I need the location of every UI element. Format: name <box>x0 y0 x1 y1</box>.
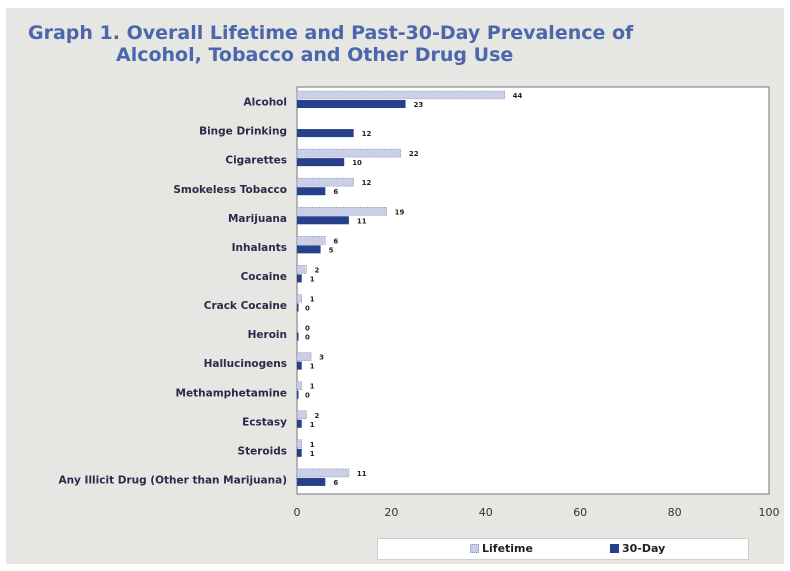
value-label-30-day-heroin: 0 <box>305 334 310 342</box>
value-label-lifetime-methamphetamine: 1 <box>310 383 315 391</box>
bar-30-day-steroids <box>297 448 302 457</box>
category-label-cigarettes: Cigarettes <box>225 155 287 167</box>
value-label-30-day-smokeless-tobacco: 6 <box>333 188 338 196</box>
value-label-30-day-marijuana: 11 <box>357 217 367 225</box>
bar-30-day-hallucinogens <box>297 361 302 370</box>
category-label-ecstasy: Ecstasy <box>242 416 287 428</box>
category-label-alcohol: Alcohol <box>244 97 287 109</box>
value-label-30-day-cigarettes: 10 <box>352 159 362 167</box>
bar-30-day-any-illicit-drug-other-than-marijuana <box>297 477 326 486</box>
x-tick-label-20: 20 <box>384 506 398 519</box>
bar-30-day-inhalants <box>297 245 321 254</box>
chart-title-line-2: Alcohol, Tobacco and Other Drug Use <box>116 44 514 66</box>
category-label-cocaine: Cocaine <box>241 271 287 283</box>
value-label-lifetime-steroids: 1 <box>310 441 315 449</box>
bar-30-day-cigarettes <box>297 158 345 167</box>
value-label-lifetime-marijuana: 19 <box>395 208 405 216</box>
bar-30-day-binge-drinking <box>297 129 354 138</box>
bar-lifetime-ecstasy <box>296 410 307 420</box>
chart-legend: Lifetime 30-Day <box>377 538 749 560</box>
legend-label-lifetime: Lifetime <box>482 542 533 555</box>
bar-30-day-cocaine <box>297 274 302 283</box>
bar-lifetime-any-illicit-drug-other-than-marijuana <box>296 468 350 478</box>
bar-lifetime-inhalants <box>296 236 326 245</box>
category-label-smokeless-tobacco: Smokeless Tobacco <box>173 184 287 196</box>
x-tick-label-80: 80 <box>668 506 682 519</box>
value-label-30-day-any-illicit-drug-other-than-marijuana: 6 <box>333 479 338 487</box>
value-label-lifetime-alcohol: 44 <box>513 92 523 100</box>
legend-label-30-day: 30-Day <box>622 542 666 555</box>
bar-lifetime-alcohol <box>296 90 505 100</box>
x-tick-label-40: 40 <box>479 506 493 519</box>
value-label-30-day-hallucinogens: 1 <box>310 363 315 371</box>
value-label-lifetime-cocaine: 2 <box>314 266 319 274</box>
value-label-lifetime-any-illicit-drug-other-than-marijuana: 11 <box>357 470 367 478</box>
bar-30-day-heroin <box>297 332 299 341</box>
bar-lifetime-smokeless-tobacco <box>296 177 354 187</box>
x-tick-label-0: 0 <box>294 506 301 519</box>
category-label-steroids: Steroids <box>238 445 287 457</box>
category-label-binge-drinking: Binge Drinking <box>199 126 287 138</box>
bar-lifetime-marijuana <box>296 206 387 216</box>
value-label-30-day-crack-cocaine: 0 <box>305 305 310 313</box>
bar-30-day-methamphetamine <box>297 390 299 399</box>
value-label-30-day-binge-drinking: 12 <box>362 130 372 138</box>
bar-lifetime-methamphetamine <box>296 381 303 391</box>
category-label-hallucinogens: Hallucinogens <box>204 358 287 370</box>
value-label-30-day-inhalants: 5 <box>329 246 334 254</box>
value-label-lifetime-inhalants: 6 <box>333 237 338 245</box>
value-label-lifetime-heroin: 0 <box>305 325 310 333</box>
bar-30-day-alcohol <box>297 100 406 108</box>
value-label-30-day-ecstasy: 1 <box>310 421 315 429</box>
legend-item-30-day: 30-Day <box>610 542 665 555</box>
legend-item-lifetime: Lifetime <box>470 542 533 555</box>
legend-swatch-lifetime <box>470 544 479 553</box>
category-label-marijuana: Marijuana <box>228 213 287 225</box>
bar-lifetime-crack-cocaine <box>296 294 303 303</box>
value-label-30-day-steroids: 1 <box>310 450 315 458</box>
category-label-heroin: Heroin <box>248 329 287 341</box>
category-label-methamphetamine: Methamphetamine <box>176 387 287 399</box>
bar-lifetime-heroin <box>296 323 299 332</box>
bar-lifetime-cocaine <box>296 265 307 274</box>
chart-title-line-1: Graph 1. Overall Lifetime and Past-30-Da… <box>28 22 634 44</box>
value-label-30-day-methamphetamine: 0 <box>305 392 310 400</box>
bar-30-day-crack-cocaine <box>297 303 299 312</box>
bar-30-day-marijuana <box>297 216 349 225</box>
x-tick-label-100: 100 <box>759 506 780 519</box>
bar-30-day-ecstasy <box>297 419 302 428</box>
value-label-lifetime-hallucinogens: 3 <box>319 354 324 362</box>
value-label-lifetime-ecstasy: 2 <box>314 412 319 420</box>
chart-title: Graph 1. Overall Lifetime and Past-30-Da… <box>28 22 633 66</box>
bar-lifetime-cigarettes <box>296 148 402 158</box>
category-label-inhalants: Inhalants <box>232 242 287 254</box>
value-label-lifetime-crack-cocaine: 1 <box>310 296 315 304</box>
bar-lifetime-steroids <box>296 439 303 449</box>
x-tick-label-60: 60 <box>573 506 587 519</box>
value-label-lifetime-cigarettes: 22 <box>409 150 419 158</box>
plot-area <box>296 86 770 495</box>
value-label-30-day-cocaine: 1 <box>310 275 315 283</box>
legend-swatch-30-day <box>610 544 619 553</box>
category-label-crack-cocaine: Crack Cocaine <box>204 300 287 312</box>
category-label-any-illicit-drug-other-than-marijuana: Any Illicit Drug (Other than Marijuana) <box>58 474 287 486</box>
bar-30-day-smokeless-tobacco <box>297 187 326 196</box>
value-label-30-day-alcohol: 23 <box>414 101 424 109</box>
bar-lifetime-hallucinogens <box>296 352 312 361</box>
value-label-lifetime-smokeless-tobacco: 12 <box>362 179 372 187</box>
